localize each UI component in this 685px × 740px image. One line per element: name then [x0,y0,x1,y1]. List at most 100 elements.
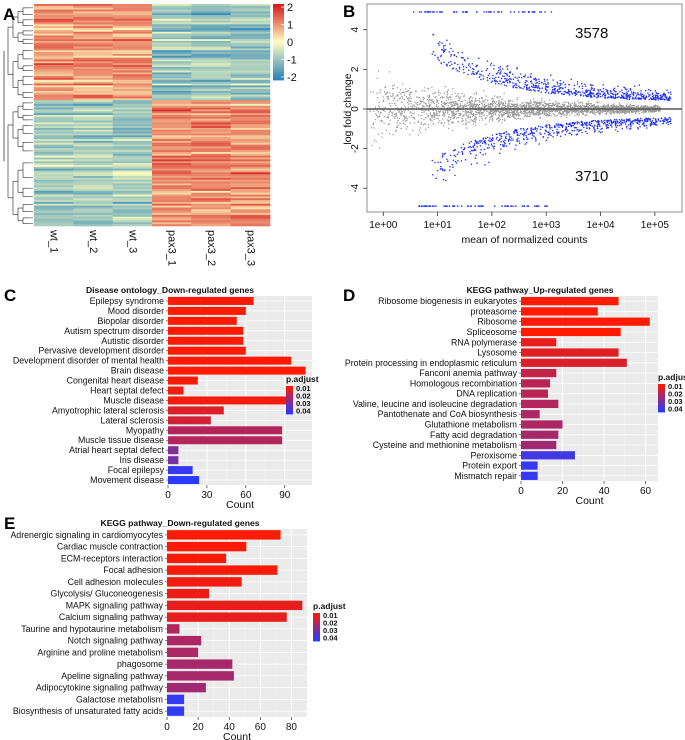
color-legend-segment [273,30,284,33]
ma-point-ns [391,85,394,87]
ma-point-ns [395,112,398,115]
ma-point-sig [578,85,581,88]
ma-point-ns [398,111,400,114]
ma-point-ns [635,106,638,108]
ma-point-sig [538,80,541,83]
ma-point-ns [572,106,574,109]
heatmap-cell [230,31,271,34]
heatmap-cell [34,161,74,164]
heatmap-cell [191,42,231,45]
ma-point-sig [438,44,440,46]
heatmap-cell [152,172,192,175]
heatmap-cell [191,190,231,193]
ma-point-sig [500,132,503,135]
heatmap-cell [230,172,271,175]
ma-point-sig [479,205,481,207]
heatmap-cell [112,11,153,14]
ma-point-ns [418,103,420,106]
ma-point-sig [493,147,495,150]
ma-point-ns [638,113,640,115]
ma-point-sig [607,91,609,94]
ma-point-sig [618,124,621,127]
ma-point-sig [496,72,498,75]
heatmap-cell [73,126,113,129]
ma-point-ns [494,112,496,115]
ma-point-ns [645,106,647,108]
ma-point-ns [381,136,383,138]
heatmap-cell [230,137,271,140]
ma-point-ns [528,104,530,107]
heatmap-cell [152,42,192,45]
ma-point-ns [491,118,493,120]
heatmap-cell [152,100,192,103]
ma-point-ns [420,118,422,120]
ma-point-sig [613,89,615,91]
ma-point-ns [501,106,503,108]
ma-point-sig [435,205,437,207]
heatmap-cell [230,198,271,201]
heatmap-cell [191,129,231,132]
ma-point-ns [538,112,540,115]
heatmap-cell [152,66,192,70]
ma-point-ns [503,104,506,107]
ma-point-sig [589,124,592,126]
ma-point-ns [424,90,426,92]
heatmap-cell [152,41,192,44]
heatmap-cell [230,48,271,51]
ma-point-ns [529,111,531,114]
ma-point-sig [512,85,514,87]
ma-x-tick-label: 1e+03 [532,220,561,231]
ma-point-sig [522,75,525,78]
ma-point-sig [546,126,548,129]
ma-point-ns [609,112,611,115]
ma-point-ns [413,122,416,124]
ma-point-sig [554,90,557,93]
heatmap-cell [191,100,231,103]
ma-point-ns [478,101,481,103]
ma-point-ns [457,103,459,106]
ma-point-ns [605,110,607,112]
ma-point-sig [531,82,533,85]
ma-point-sig [666,89,668,91]
ma-point-ns [402,91,405,94]
ma-point-sig [650,120,652,123]
ma-point-sig [659,120,661,122]
ma-point-sig [449,165,451,168]
ma-point-ns [438,94,440,96]
ma-point-ns [506,111,508,114]
heatmap-cell [34,216,74,219]
ma-point-ns [565,110,567,112]
heatmap-cell [230,200,271,203]
ma-point-sig [507,64,509,67]
ma-point-ns [387,123,390,126]
ma-point-ns [378,105,380,107]
ma-point-ns [628,111,630,113]
ma-point-ns [465,118,467,120]
heatmap-cell [73,140,113,144]
ma-point-sig [580,129,582,131]
ma-point-sig [535,78,538,81]
ma-point-ns [462,115,464,118]
ma-point-sig [432,11,434,13]
ma-point-ns [621,110,623,113]
ma-point-sig [454,155,457,158]
ma-point-sig [597,94,600,97]
ma-point-sig [579,91,581,93]
ma-point-ns [529,113,531,116]
ma-point-ns [383,91,386,93]
ma-point-sig [630,126,632,128]
ma-point-ns [658,109,660,112]
heatmap-cell [230,102,271,105]
ma-point-ns [442,125,445,127]
ma-point-sig [554,126,557,128]
heatmap-cell [112,48,153,51]
ma-point-ns [593,110,595,113]
ma-point-ns [447,98,450,101]
ma-point-ns [630,109,632,112]
ma-point-ns [403,98,405,101]
ma-point-ns [495,101,498,103]
heatmap-cell [112,24,153,27]
ma-point-sig [553,125,556,127]
ma-point-sig [431,159,434,162]
ma-point-ns [481,97,483,100]
